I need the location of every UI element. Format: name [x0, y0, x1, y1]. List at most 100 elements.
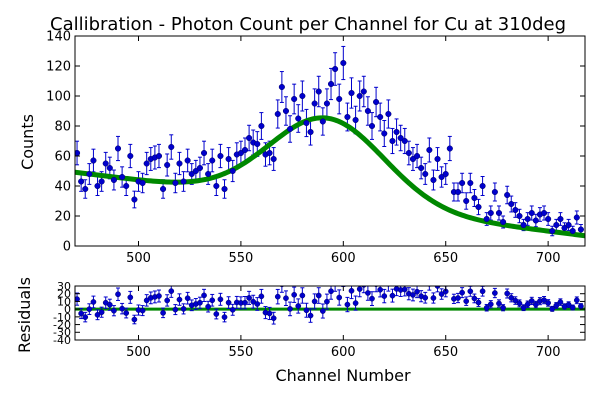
residual-point: [504, 290, 511, 297]
resid-y-tick-label: -10: [53, 311, 71, 324]
residual-point: [315, 292, 322, 299]
main-y-axis-label: Counts: [18, 114, 37, 170]
data-point: [573, 214, 580, 221]
residual-point: [475, 299, 482, 306]
residual-point: [377, 286, 384, 293]
residual-point: [311, 298, 318, 305]
residual-point: [106, 301, 113, 308]
data-point: [360, 88, 367, 95]
residual-point: [291, 291, 298, 298]
resid-y-tick-label: 10: [57, 295, 71, 308]
residual-point: [573, 297, 580, 304]
residual-point: [487, 301, 494, 308]
data-point: [569, 227, 576, 235]
data-point: [184, 157, 191, 164]
data-point: [368, 122, 376, 130]
data-point: [475, 203, 482, 211]
residual-point: [471, 295, 478, 302]
residual-point: [205, 303, 211, 310]
data-point: [524, 215, 531, 223]
residual-point: [307, 312, 314, 319]
data-point: [94, 182, 101, 190]
residual-point: [270, 315, 277, 322]
data-point: [307, 128, 314, 136]
data-point: [557, 215, 564, 223]
data-point: [471, 194, 478, 202]
data-point: [565, 221, 572, 229]
residual-point: [369, 295, 375, 302]
resid-x-tick-label: 550: [228, 345, 253, 360]
data-point: [389, 137, 396, 145]
data-point: [102, 160, 109, 167]
data-point: [299, 92, 306, 100]
main-y-tick-label: 100: [46, 90, 71, 105]
data-point: [446, 145, 453, 152]
data-point: [98, 178, 105, 185]
residual-point: [213, 311, 220, 317]
residual-point: [434, 286, 441, 289]
data-point: [282, 107, 290, 115]
residual-point: [172, 306, 179, 313]
data-point: [311, 100, 318, 107]
residual-point: [201, 292, 207, 299]
data-point: [78, 178, 85, 185]
data-point: [143, 160, 150, 167]
residual-point: [447, 275, 452, 280]
data-point: [90, 157, 97, 164]
residual-point: [381, 293, 388, 299]
main-x-tick-label: 650: [433, 251, 458, 266]
residual-point: [557, 299, 564, 305]
data-point: [393, 128, 400, 136]
residual-point: [455, 295, 461, 301]
data-point: [459, 179, 466, 187]
residual-point: [295, 303, 302, 309]
residual-point: [578, 303, 584, 310]
residual-point: [86, 306, 93, 312]
data-point: [217, 152, 224, 160]
data-point: [270, 155, 277, 163]
data-point: [463, 197, 470, 205]
main-y-tick-label: 20: [54, 210, 71, 225]
data-point: [221, 185, 228, 193]
residual-point: [410, 292, 416, 298]
data-point: [577, 226, 584, 233]
data-point: [123, 182, 130, 190]
data-point: [225, 155, 232, 163]
resid-x-tick-label: 600: [331, 345, 356, 360]
residual-point: [430, 295, 437, 301]
data-point: [483, 215, 490, 223]
data-point: [229, 167, 236, 175]
residual-point: [352, 300, 359, 306]
residual-point: [160, 310, 166, 316]
data-point: [434, 155, 441, 163]
residual-point: [508, 294, 515, 301]
data-point: [385, 110, 392, 118]
residual-point: [258, 293, 265, 300]
main-plot-area: [75, 45, 585, 239]
data-point: [119, 173, 126, 181]
residual-point: [180, 306, 187, 312]
residual-point: [299, 292, 306, 299]
resid-y-tick-label: -20: [53, 319, 71, 332]
x-axis-label: Channel Number: [275, 366, 410, 385]
data-point: [172, 179, 179, 187]
data-point: [188, 170, 195, 178]
main-x-tick-label: 700: [536, 251, 561, 266]
residual-point: [328, 288, 334, 295]
residual-point: [479, 288, 486, 295]
residual-point: [492, 290, 498, 296]
residual-point: [283, 295, 289, 302]
residual-point: [139, 307, 146, 314]
residual-point: [512, 297, 519, 304]
residual-point: [516, 300, 523, 307]
data-point: [561, 224, 568, 232]
data-point: [528, 209, 535, 217]
data-point: [344, 113, 351, 121]
data-point: [266, 149, 273, 157]
data-point: [487, 209, 494, 217]
residual-point: [156, 293, 162, 299]
residual-point: [414, 288, 420, 295]
main-frame: [74, 35, 586, 247]
